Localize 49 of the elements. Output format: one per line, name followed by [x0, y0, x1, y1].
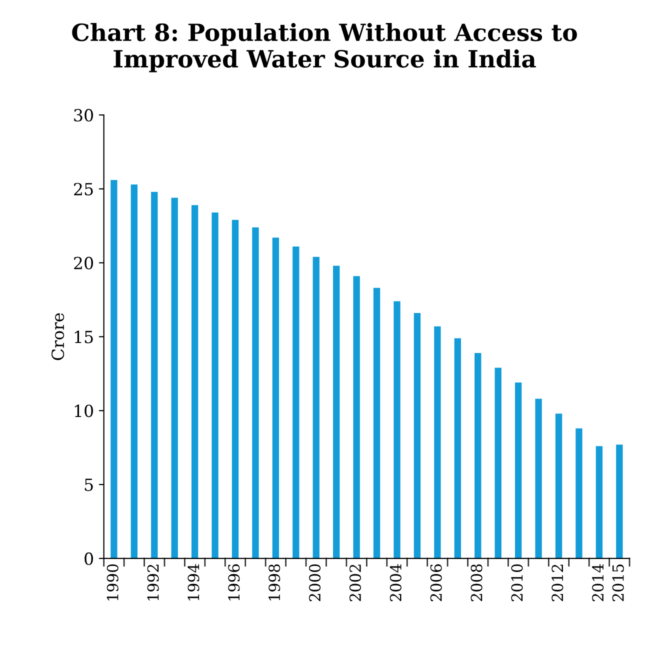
bar — [292, 246, 300, 558]
x-tick-label: 2006 — [430, 564, 442, 602]
x-tick-label: 2000 — [309, 564, 321, 602]
y-axis-title: Crore — [52, 313, 64, 360]
bar — [312, 256, 320, 558]
x-tick-label: 2004 — [390, 564, 402, 602]
x-tick-label: 2010 — [511, 564, 523, 602]
bar — [576, 428, 582, 558]
y-tick-label: 5 — [84, 478, 93, 492]
x-tick-label: 2015 — [612, 564, 624, 602]
bar — [110, 180, 118, 558]
y-tick-label: 30 — [74, 108, 94, 122]
x-tick-label: 1994 — [188, 564, 200, 600]
x-tick-label: 2008 — [470, 564, 482, 602]
y-tick-label: 20 — [74, 256, 94, 270]
bar — [474, 352, 482, 558]
bar — [394, 301, 400, 558]
bar — [212, 212, 218, 558]
bar — [232, 220, 239, 558]
bar — [373, 288, 380, 558]
y-tick-label: 15 — [74, 330, 93, 344]
bar — [454, 338, 462, 558]
bar — [272, 238, 280, 558]
y-tick-label: 0 — [84, 552, 94, 566]
bar — [353, 276, 360, 558]
x-tick-label: 1990 — [106, 564, 118, 600]
bar — [130, 184, 138, 558]
bar — [171, 198, 178, 558]
x-tick-label: 1992 — [147, 564, 159, 600]
bar — [596, 446, 603, 558]
bar — [151, 192, 158, 558]
chart-title: Chart 8: Population Without Access to Improved Water Source in India — [72, 22, 577, 72]
x-tick-label: 2014 — [592, 564, 604, 602]
bar — [252, 227, 259, 558]
y-tick-label: 10 — [74, 404, 94, 418]
bar — [191, 205, 198, 558]
x-tick-label: 2012 — [552, 564, 564, 602]
bar — [555, 414, 562, 558]
bar — [535, 398, 542, 558]
bar — [333, 266, 340, 558]
x-tick-label: 1998 — [268, 564, 280, 600]
y-tick-label: 25 — [74, 182, 93, 196]
bar — [514, 382, 522, 558]
bar — [616, 444, 623, 558]
bar — [494, 368, 502, 558]
x-tick-label: 2002 — [349, 564, 362, 602]
bar — [434, 326, 441, 558]
x-tick-label: 1996 — [228, 564, 240, 600]
bar — [414, 313, 421, 558]
